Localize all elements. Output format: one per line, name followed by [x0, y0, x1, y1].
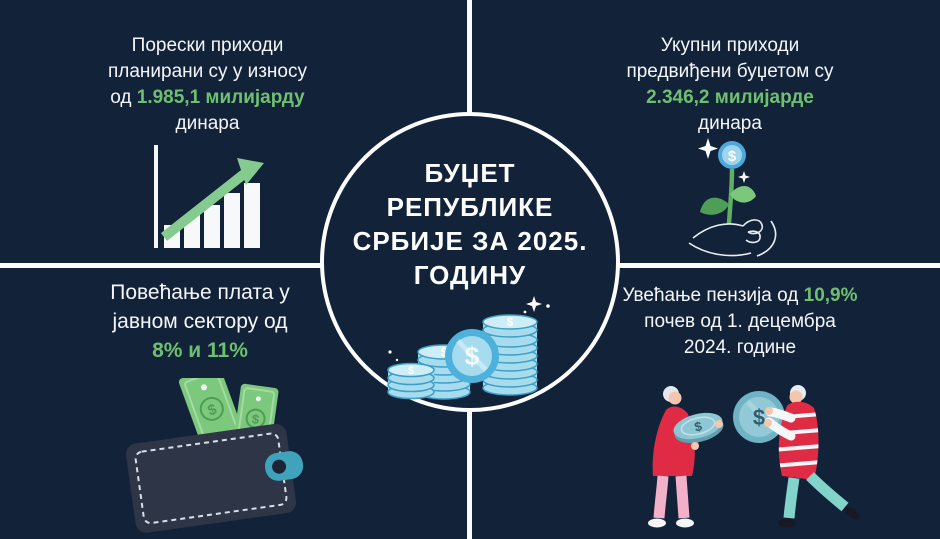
infographic-title: БУЏЕТ РЕПУБЛИКЕ СРБИЈЕ ЗА 2025. ГОДИНУ — [324, 156, 616, 292]
text-line: 8% и 11% — [152, 339, 248, 362]
text-line: СРБИЈЕ ЗА 2025. — [352, 226, 588, 256]
svg-text:$: $ — [728, 148, 737, 165]
text-line: Укупни приходи — [660, 35, 800, 56]
svg-text:$: $ — [441, 345, 448, 359]
text-line: Увећање пензија од 10,9% — [622, 285, 858, 306]
svg-text:$: $ — [465, 341, 480, 371]
tax-revenue-text: Порески приходи планирани су у износу од 1… — [55, 33, 360, 137]
text-line: јавном сектору од — [112, 310, 288, 333]
pensioners-coins-icon: $ $ — [648, 385, 860, 528]
text-line: предвиђени буџетом су — [626, 61, 834, 82]
text-line: БУЏЕТ — [424, 158, 516, 188]
coin-stacks-icon: $ $ $ — [387, 296, 550, 400]
text-line: планирани су у износу — [107, 61, 307, 82]
text-line: 2.346,2 милијарде — [646, 87, 814, 108]
svg-text:$: $ — [753, 405, 765, 430]
pension-increase-text: Увећање пензија од 10,9% почев од 1. деце… — [590, 283, 890, 361]
svg-text:$: $ — [251, 411, 261, 427]
total-revenue-text: Укупни приходи предвиђени буџетом су 2.346… — [580, 33, 880, 137]
text-line: почев од 1. децембра — [644, 311, 836, 332]
plant-coin-hand-icon: $ — [688, 138, 777, 257]
bar-chart-growth-icon — [154, 145, 264, 248]
svg-text:$: $ — [507, 315, 514, 329]
text-line: РЕПУБЛИКЕ — [386, 192, 554, 222]
text-line: 2024. године — [683, 337, 797, 358]
text-line: Порески приходи — [131, 35, 284, 56]
text-line: од 1.985,1 милијарду — [110, 87, 305, 108]
svg-text:$: $ — [693, 418, 704, 434]
wallet-cash-icon: $ $ — [125, 378, 304, 533]
text-line: динара — [698, 113, 762, 134]
text-line: ГОДИНУ — [413, 260, 527, 290]
salary-increase-text: Повећање плата у јавном сектору од 8% и 11… — [50, 278, 350, 365]
text-line: Повећање плата у — [110, 281, 290, 304]
text-line: динара — [175, 113, 240, 134]
svg-text:$: $ — [408, 365, 414, 377]
center-circle: БУЏЕТ РЕПУБЛИКЕ СРБИЈЕ ЗА 2025. ГОДИНУ $ — [320, 112, 620, 412]
